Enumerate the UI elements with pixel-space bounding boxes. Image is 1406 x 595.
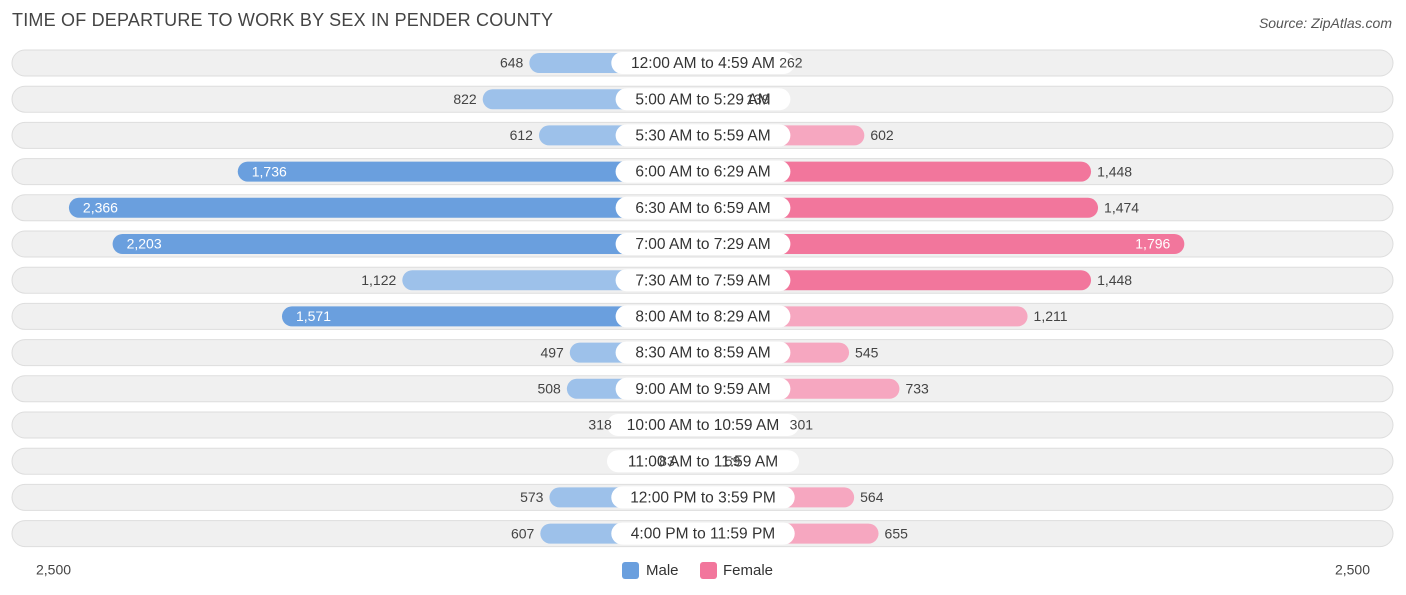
category-label-bg xyxy=(615,88,791,111)
value-label-male: 1,571 xyxy=(296,308,331,324)
category-label: 6:00 AM to 6:29 AM xyxy=(635,164,770,181)
category-label-bg xyxy=(615,160,791,183)
category-label: 12:00 AM to 4:59 AM xyxy=(631,55,775,72)
category-label-bg xyxy=(615,124,791,147)
category-label: 6:30 AM to 6:59 AM xyxy=(635,200,770,217)
category-label: 11:00 AM to 11:59 AM xyxy=(628,453,778,470)
value-label-male: 508 xyxy=(537,381,561,397)
category-label: 5:30 AM to 5:59 AM xyxy=(635,127,770,144)
chart-title: Time of Departure to Work by Sex in Pend… xyxy=(12,10,554,30)
bar-female xyxy=(703,234,1185,254)
category-label: 10:00 AM to 10:59 AM xyxy=(627,417,780,434)
value-label-female: 1,211 xyxy=(1034,308,1068,324)
axis-label-left: 2,500 xyxy=(36,562,71,578)
value-label-female: 1,474 xyxy=(1104,200,1139,216)
value-label-male: 318 xyxy=(588,417,612,433)
category-label-bg xyxy=(611,522,795,545)
bar-female xyxy=(703,197,1099,218)
value-label-male: 648 xyxy=(500,55,524,71)
bar-female xyxy=(703,161,1092,182)
category-label-bg xyxy=(615,233,791,255)
category-label: 9:00 AM to 9:59 AM xyxy=(635,381,770,398)
value-label-male: 612 xyxy=(510,127,534,143)
value-label-female: 301 xyxy=(790,417,814,433)
category-label: 7:00 AM to 7:29 AM xyxy=(635,236,770,253)
category-label-bg xyxy=(607,450,799,473)
value-label-female: 733 xyxy=(905,381,929,397)
value-label-female: 1,448 xyxy=(1097,163,1132,179)
value-label-male: 607 xyxy=(511,525,535,541)
value-label-female: 602 xyxy=(870,127,894,143)
category-label-bg xyxy=(615,305,791,328)
value-label-male: 822 xyxy=(453,91,477,107)
value-label-male: 1,122 xyxy=(361,272,396,288)
legend-label-male: Male xyxy=(646,562,679,579)
bar-female xyxy=(703,270,1092,291)
bar-male xyxy=(281,306,703,327)
value-label-female: 262 xyxy=(779,55,803,71)
value-label-female: 655 xyxy=(885,525,909,541)
category-label-bg xyxy=(607,414,799,436)
legend-swatch-female xyxy=(700,562,717,579)
value-label-male: 83 xyxy=(659,453,675,469)
axis-label-right: 2,500 xyxy=(1335,562,1370,578)
legend-label-female: Female xyxy=(723,562,773,579)
category-label: 4:00 PM to 11:59 PM xyxy=(631,526,775,543)
value-label-male: 573 xyxy=(520,489,544,505)
category-label-bg xyxy=(615,377,791,400)
value-label-female: 1,448 xyxy=(1097,272,1132,288)
value-label-female: 59 xyxy=(725,453,741,469)
value-label-male: 1,736 xyxy=(252,163,287,179)
category-label: 5:00 AM to 5:29 AM xyxy=(635,91,770,108)
value-label-male: 2,203 xyxy=(127,236,162,252)
category-label-bg xyxy=(615,341,791,364)
value-label-female: 1,796 xyxy=(1135,236,1170,252)
legend-swatch-male xyxy=(622,562,639,579)
category-label-bg xyxy=(611,486,795,509)
category-label-bg xyxy=(615,269,791,292)
category-label: 8:30 AM to 8:59 AM xyxy=(635,345,770,362)
value-label-female: 564 xyxy=(860,489,884,505)
value-label-male: 497 xyxy=(540,344,564,360)
value-label-male: 2,366 xyxy=(83,200,118,216)
bar-male xyxy=(112,234,703,254)
bar-male xyxy=(68,197,704,218)
category-label: 8:00 AM to 8:29 AM xyxy=(635,308,770,325)
value-label-female: 139 xyxy=(746,91,770,107)
bar-male xyxy=(237,161,703,182)
value-label-female: 545 xyxy=(855,344,879,360)
category-label: 7:30 AM to 7:59 AM xyxy=(635,272,770,289)
chart-source: Source: ZipAtlas.com xyxy=(1258,15,1392,31)
category-label-bg xyxy=(611,52,795,74)
category-label: 12:00 PM to 3:59 PM xyxy=(630,489,776,506)
category-label-bg xyxy=(615,196,791,219)
